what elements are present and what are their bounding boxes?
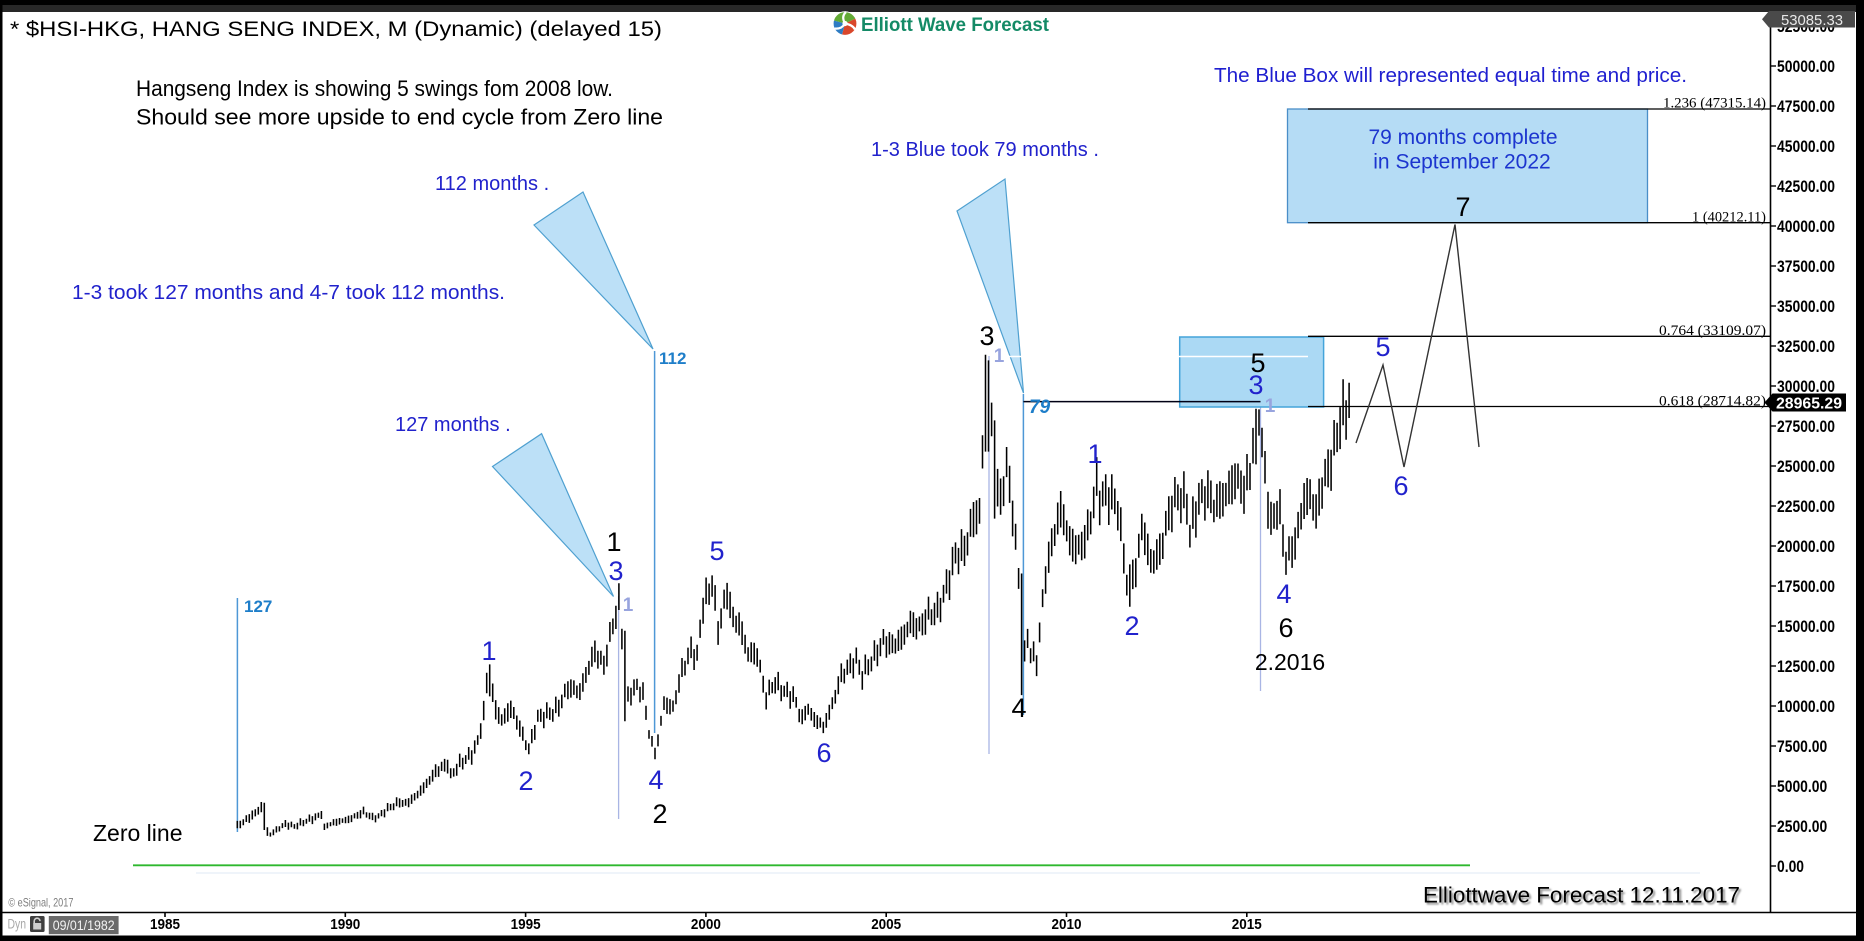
svg-text:6: 6 [1278, 613, 1293, 643]
svg-text:5: 5 [1375, 332, 1390, 362]
svg-text:10000.00: 10000.00 [1777, 697, 1835, 716]
svg-text:1.236 (47315.14): 1.236 (47315.14) [1663, 96, 1766, 112]
svg-text:6: 6 [816, 738, 831, 768]
svg-text:Dyn: Dyn [8, 917, 27, 932]
svg-text:Should see more upside to end: Should see more upside to end cycle from… [136, 105, 663, 130]
svg-text:5: 5 [709, 536, 724, 566]
svg-text:2: 2 [518, 766, 533, 796]
svg-text:09/01/1982: 09/01/1982 [53, 917, 115, 933]
svg-text:25000.00: 25000.00 [1777, 457, 1835, 476]
svg-text:2005: 2005 [871, 916, 901, 933]
svg-text:2500.00: 2500.00 [1777, 817, 1827, 836]
svg-text:6: 6 [1393, 471, 1408, 501]
svg-text:53085.33: 53085.33 [1781, 12, 1843, 29]
svg-text:47500.00: 47500.00 [1777, 97, 1835, 116]
svg-text:2010: 2010 [1052, 916, 1082, 933]
svg-text:37500.00: 37500.00 [1777, 257, 1835, 276]
svg-text:4: 4 [648, 765, 663, 795]
svg-text:40000.00: 40000.00 [1777, 217, 1835, 236]
svg-text:1: 1 [1265, 396, 1276, 417]
svg-text:4: 4 [1276, 579, 1291, 609]
svg-text:1: 1 [1087, 439, 1102, 469]
svg-text:28965.29: 28965.29 [1776, 396, 1842, 413]
svg-text:50000.00: 50000.00 [1777, 57, 1835, 76]
svg-text:20000.00: 20000.00 [1777, 537, 1835, 556]
svg-text:12500.00: 12500.00 [1777, 657, 1835, 676]
svg-text:in September 2022: in September 2022 [1373, 151, 1550, 174]
svg-text:1: 1 [481, 636, 496, 666]
svg-text:4: 4 [1011, 693, 1026, 723]
svg-text:2: 2 [1124, 611, 1139, 641]
svg-text:32500.00: 32500.00 [1777, 337, 1835, 356]
svg-text:1 (40212.11): 1 (40212.11) [1692, 210, 1766, 226]
svg-text:35000.00: 35000.00 [1777, 297, 1835, 316]
svg-text:45000.00: 45000.00 [1777, 137, 1835, 156]
svg-text:Elliott Wave Forecast: Elliott Wave Forecast [861, 15, 1050, 36]
svg-text:127: 127 [244, 597, 272, 616]
svg-text:* $HSI-HKG, HANG SENG INDEX, M: * $HSI-HKG, HANG SENG INDEX, M (Dynamic)… [10, 17, 662, 41]
svg-text:The Blue Box will represented: The Blue Box will represented equal time… [1214, 65, 1687, 87]
svg-text:3: 3 [979, 321, 994, 351]
svg-text:2.2016: 2.2016 [1255, 649, 1325, 675]
svg-text:22500.00: 22500.00 [1777, 497, 1835, 516]
svg-text:3: 3 [608, 556, 623, 586]
svg-text:Zero line: Zero line [93, 820, 182, 846]
svg-text:0.00: 0.00 [1777, 857, 1804, 876]
svg-text:2015: 2015 [1232, 916, 1262, 933]
svg-text:15000.00: 15000.00 [1777, 617, 1835, 636]
svg-text:1995: 1995 [511, 916, 541, 933]
svg-text:0.618 (28714.82): 0.618 (28714.82) [1659, 394, 1766, 410]
svg-text:1-3 took 127 months and 4-7 to: 1-3 took 127 months and 4-7 took 112 mon… [72, 281, 505, 304]
svg-text:1: 1 [606, 527, 621, 557]
svg-text:42500.00: 42500.00 [1777, 177, 1835, 196]
svg-text:27500.00: 27500.00 [1777, 417, 1835, 436]
svg-text:5: 5 [1250, 348, 1265, 378]
svg-text:112: 112 [659, 349, 686, 368]
svg-text:2: 2 [652, 799, 667, 829]
svg-text:2000: 2000 [691, 916, 721, 933]
svg-text:79 months complete: 79 months complete [1368, 126, 1557, 149]
svg-text:1985: 1985 [150, 916, 180, 933]
svg-text:127 months .: 127 months . [395, 414, 511, 436]
svg-text:17500.00: 17500.00 [1777, 577, 1835, 596]
svg-text:Hangseng Index is showing 5 sw: Hangseng Index is showing 5 swings fom 2… [136, 76, 613, 101]
svg-text:3: 3 [1248, 370, 1263, 400]
svg-text:79: 79 [1029, 397, 1051, 418]
svg-text:30000.00: 30000.00 [1777, 377, 1835, 396]
svg-text:7: 7 [1455, 192, 1470, 222]
svg-text:© eSignal, 2017: © eSignal, 2017 [8, 896, 73, 910]
svg-text:1990: 1990 [330, 916, 360, 933]
svg-text:112 months .: 112 months . [435, 173, 549, 195]
svg-text:1: 1 [994, 346, 1005, 367]
svg-text:0.764 (33109.07): 0.764 (33109.07) [1659, 323, 1766, 339]
svg-text:1: 1 [623, 595, 634, 616]
svg-text:5000.00: 5000.00 [1777, 777, 1827, 796]
svg-text:Elliottwave Forecast 12.11.201: Elliottwave Forecast 12.11.2017 [1423, 883, 1740, 908]
svg-text:7500.00: 7500.00 [1777, 737, 1827, 756]
svg-text:1-3 Blue took 79 months .: 1-3 Blue took 79 months . [871, 139, 1099, 161]
